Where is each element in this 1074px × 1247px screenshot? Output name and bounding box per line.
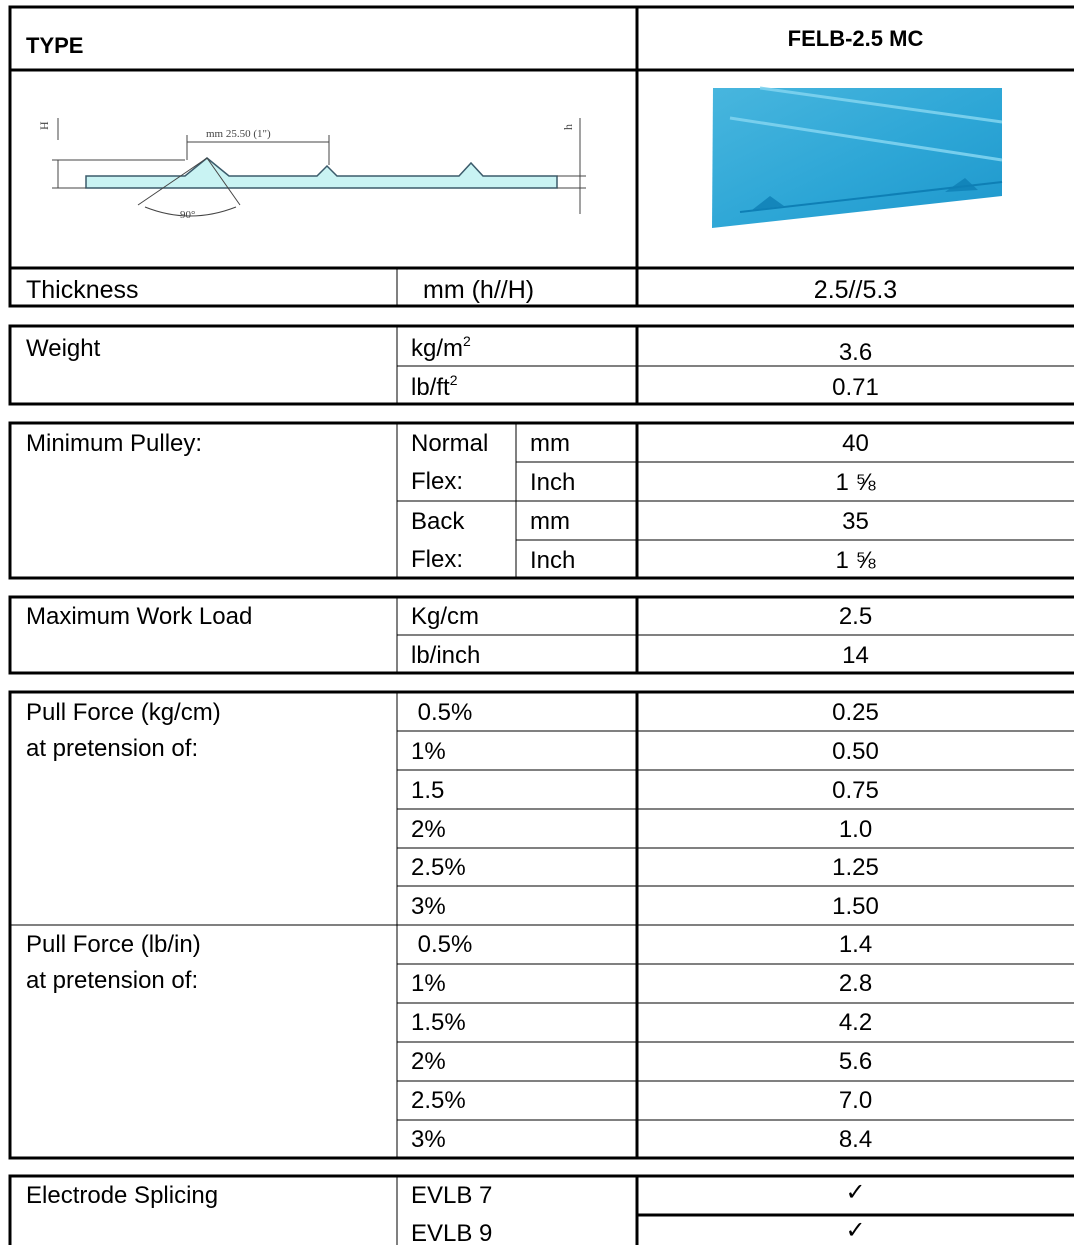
splicing-check-2: ✓ xyxy=(845,1216,866,1244)
splicing-label: Electrode Splicing xyxy=(26,1182,219,1209)
thickness-unit: mm (h//H) xyxy=(423,276,535,304)
thickness-value: 2.5//5.3 xyxy=(813,276,898,304)
pull-lb-pct-4: 2% xyxy=(411,1048,446,1075)
h-label: h xyxy=(561,124,575,130)
pulley-back-inch-value: 1 ⅝ xyxy=(835,547,876,574)
work-load-unit-lb: lb/inch xyxy=(411,642,481,669)
H-label: H xyxy=(37,121,51,130)
pulley-normal-line1: Normal xyxy=(411,430,489,457)
pull-lb-pct-1: 0.5% xyxy=(411,931,473,958)
pull-kg-pct-5: 2.5% xyxy=(411,854,466,881)
pulley-back-mm-unit: mm xyxy=(530,508,570,535)
splicing-name-2: EVLB 9 xyxy=(411,1220,493,1247)
pull-lb-value-2: 2.8 xyxy=(838,970,873,997)
work-load-label: Maximum Work Load xyxy=(26,603,253,630)
pull-kg-value-5: 1.25 xyxy=(832,854,879,881)
pulley-normal-line2: Flex: xyxy=(411,468,464,495)
splicing-check-1: ✓ xyxy=(845,1178,866,1206)
model-name: FELB-2.5 MC xyxy=(787,26,924,51)
pull-lb-label-line1: Pull Force (lb/in) xyxy=(26,931,201,958)
pull-lb-value-1: 1.4 xyxy=(838,931,873,958)
work-load-value-kg: 2.5 xyxy=(838,603,873,630)
pulley-label: Minimum Pulley: xyxy=(26,430,203,457)
pull-kg-pct-4: 2% xyxy=(411,816,446,843)
pull-lb-pct-2: 1% xyxy=(411,970,446,997)
profile-shape xyxy=(85,157,558,189)
type-label: TYPE xyxy=(26,33,84,58)
pull-lb-value-5: 7.0 xyxy=(838,1087,873,1114)
pull-kg-pct-3: 1.5 xyxy=(411,777,445,804)
work-load-value-lb: 14 xyxy=(842,642,869,669)
work-load-unit-kg: Kg/cm xyxy=(411,603,480,630)
pull-kg-value-6: 1.50 xyxy=(832,893,879,920)
angle-label: 90° xyxy=(180,209,195,221)
pull-lb-pct-3: 1.5% xyxy=(411,1009,466,1036)
pull-kg-pct-1: 0.5% xyxy=(411,699,473,726)
pull-kg-value-4: 1.0 xyxy=(838,816,873,843)
pull-kg-value-3: 0.75 xyxy=(832,777,879,804)
pull-lb-value-6: 8.4 xyxy=(838,1126,873,1153)
pull-lb-pct-5: 2.5% xyxy=(411,1087,466,1114)
pulley-back-line2: Flex: xyxy=(411,546,464,573)
pulley-normal-inch-value: 1 ⅝ xyxy=(835,469,876,496)
weight-value-kg: 3.6 xyxy=(838,339,873,366)
pull-kg-value-1: 0.25 xyxy=(832,699,879,726)
weight-label: Weight xyxy=(26,335,101,362)
splicing-name-1: EVLB 7 xyxy=(411,1182,493,1209)
thickness-label: Thickness xyxy=(26,276,139,304)
pull-kg-pct-6: 3% xyxy=(411,893,446,920)
pull-lb-value-3: 4.2 xyxy=(838,1009,873,1036)
pulley-back-mm-value: 35 xyxy=(842,508,869,535)
pull-kg-label-line2: at pretension of: xyxy=(26,735,199,762)
pull-kg-label-line1: Pull Force (kg/cm) xyxy=(26,699,221,726)
pull-lb-label-line2: at pretension of: xyxy=(26,967,199,994)
pulley-back-line1: Back xyxy=(411,508,465,535)
pulley-normal-inch-unit: Inch xyxy=(530,469,576,496)
pulley-back-inch-unit: Inch xyxy=(530,547,576,574)
weight-unit-kg: kg/m2 xyxy=(411,333,471,362)
dimension-lines xyxy=(52,118,586,217)
pitch-label: mm 25.50 (1") xyxy=(206,128,271,140)
pulley-normal-mm-value: 40 xyxy=(842,430,869,457)
weight-value-lb: 0.71 xyxy=(832,374,879,401)
pull-lb-pct-6: 3% xyxy=(411,1126,446,1153)
pull-lb-value-4: 5.6 xyxy=(838,1048,873,1075)
weight-unit-lb: lb/ft2 xyxy=(411,372,458,401)
pull-kg-pct-2: 1% xyxy=(411,738,446,765)
pull-kg-value-2: 0.50 xyxy=(832,738,879,765)
pulley-normal-mm-unit: mm xyxy=(530,430,570,457)
